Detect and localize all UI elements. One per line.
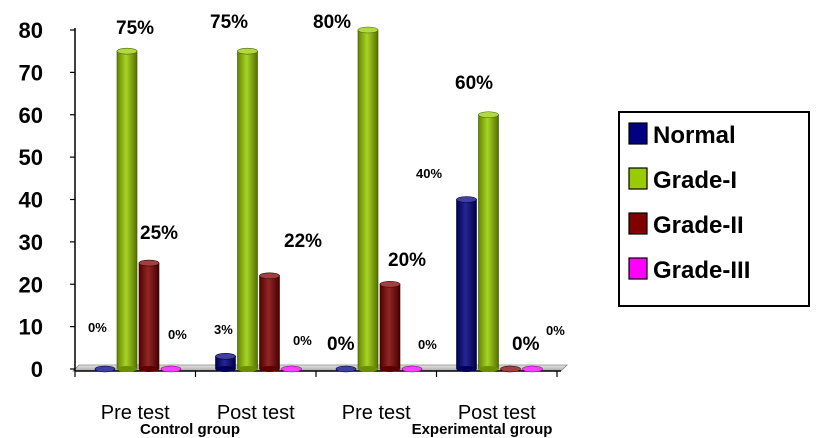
legend-label: Grade-III <box>653 257 750 284</box>
bar-top <box>94 365 116 373</box>
y-tick-label: 50 <box>19 145 43 170</box>
bar-base <box>380 366 400 372</box>
y-tick-label: 60 <box>19 103 43 128</box>
bar <box>357 26 379 372</box>
bar-base <box>237 366 258 372</box>
bar-base <box>456 366 477 372</box>
bar-top <box>379 280 401 288</box>
bar <box>215 352 236 372</box>
bar <box>259 272 280 372</box>
bar-body <box>237 50 258 370</box>
data-label: 60% <box>455 73 493 94</box>
y-tick-label: 70 <box>19 60 43 85</box>
legend-label: Grade-I <box>653 167 737 194</box>
data-label: 0% <box>327 334 355 355</box>
data-label: 0% <box>546 323 565 338</box>
group-label: Experimental group <box>412 421 553 438</box>
y-tick-label: 10 <box>19 315 43 340</box>
bar-top <box>500 365 521 373</box>
bar-top <box>357 26 379 34</box>
legend-label: Grade-II <box>653 212 744 239</box>
bar <box>335 365 357 373</box>
legend-swatch <box>628 122 648 145</box>
category-label: Pre test <box>342 402 411 424</box>
legend: Normal Grade-I Grade-II Grade-III <box>618 111 810 307</box>
bar-top <box>281 365 302 373</box>
bar-top <box>456 196 477 203</box>
data-label: 0% <box>512 334 540 355</box>
bar <box>281 365 302 373</box>
bar <box>379 280 401 372</box>
category-label: Post test <box>217 402 295 424</box>
bar <box>500 365 521 373</box>
data-label: 3% <box>214 322 233 337</box>
bar-base <box>478 366 499 372</box>
bar-top <box>116 47 138 55</box>
bar-base <box>358 366 378 372</box>
data-label: 20% <box>388 250 426 271</box>
y-tick-label: 0 <box>31 357 43 382</box>
bar-base <box>139 366 159 372</box>
data-label: 0% <box>418 337 437 352</box>
bars <box>94 26 543 373</box>
bar <box>138 259 160 372</box>
data-label: 80% <box>313 12 351 33</box>
data-label: 0% <box>168 327 187 342</box>
bar-body <box>478 114 499 370</box>
group-label: Control group <box>140 421 240 438</box>
bar <box>116 47 138 372</box>
y-tick-label: 30 <box>19 230 43 255</box>
bar-top <box>522 365 543 373</box>
bar-top <box>215 352 236 360</box>
bar-base <box>259 366 280 372</box>
data-label: 75% <box>116 18 154 39</box>
y-tick-label: 80 <box>19 18 43 43</box>
bar <box>522 365 543 373</box>
bar <box>237 47 258 372</box>
legend-swatch <box>628 212 648 235</box>
category-labels: Pre test Post test Pre test Post testContro… <box>101 402 553 438</box>
bar <box>401 365 423 373</box>
bar <box>478 111 499 372</box>
axes: 0 10 20 30 40 50 60 70 80 <box>19 18 561 382</box>
bar-base <box>117 366 137 372</box>
data-label: 75% <box>210 12 248 33</box>
bar-body <box>259 275 280 370</box>
y-tick-label: 20 <box>19 272 43 297</box>
y-tick-label: 40 <box>19 188 43 213</box>
bar-body <box>138 262 160 370</box>
bar <box>456 196 477 372</box>
data-label: 0% <box>293 333 312 348</box>
bar-top <box>401 365 423 373</box>
bar <box>160 365 182 373</box>
legend-label: Normal <box>653 122 736 149</box>
bar-base <box>215 366 236 372</box>
legend-swatch <box>628 257 648 280</box>
bar-body <box>456 199 477 370</box>
legend-swatch <box>628 167 648 190</box>
bar-top <box>138 259 160 267</box>
data-label: 25% <box>140 223 178 244</box>
data-labels: 0% 75% 25% 0% 3% 75% 22% 0% 0% 80% 20% 0% 40% 60% 0% 0% <box>88 12 565 355</box>
data-label: 40% <box>416 166 442 181</box>
bar-body <box>379 283 401 370</box>
data-label: 22% <box>284 231 322 252</box>
bar-top <box>160 365 182 373</box>
bar-top <box>478 111 499 119</box>
data-label: 0% <box>88 320 107 335</box>
category-label: Pre test <box>101 402 170 424</box>
legend-box <box>618 111 810 307</box>
bar-top <box>335 365 357 373</box>
bar-body <box>357 29 379 370</box>
category-label: Post test <box>458 402 536 424</box>
bar <box>94 365 116 373</box>
bar-body <box>116 50 138 370</box>
bar-top <box>259 272 280 280</box>
bar-top <box>237 47 258 55</box>
